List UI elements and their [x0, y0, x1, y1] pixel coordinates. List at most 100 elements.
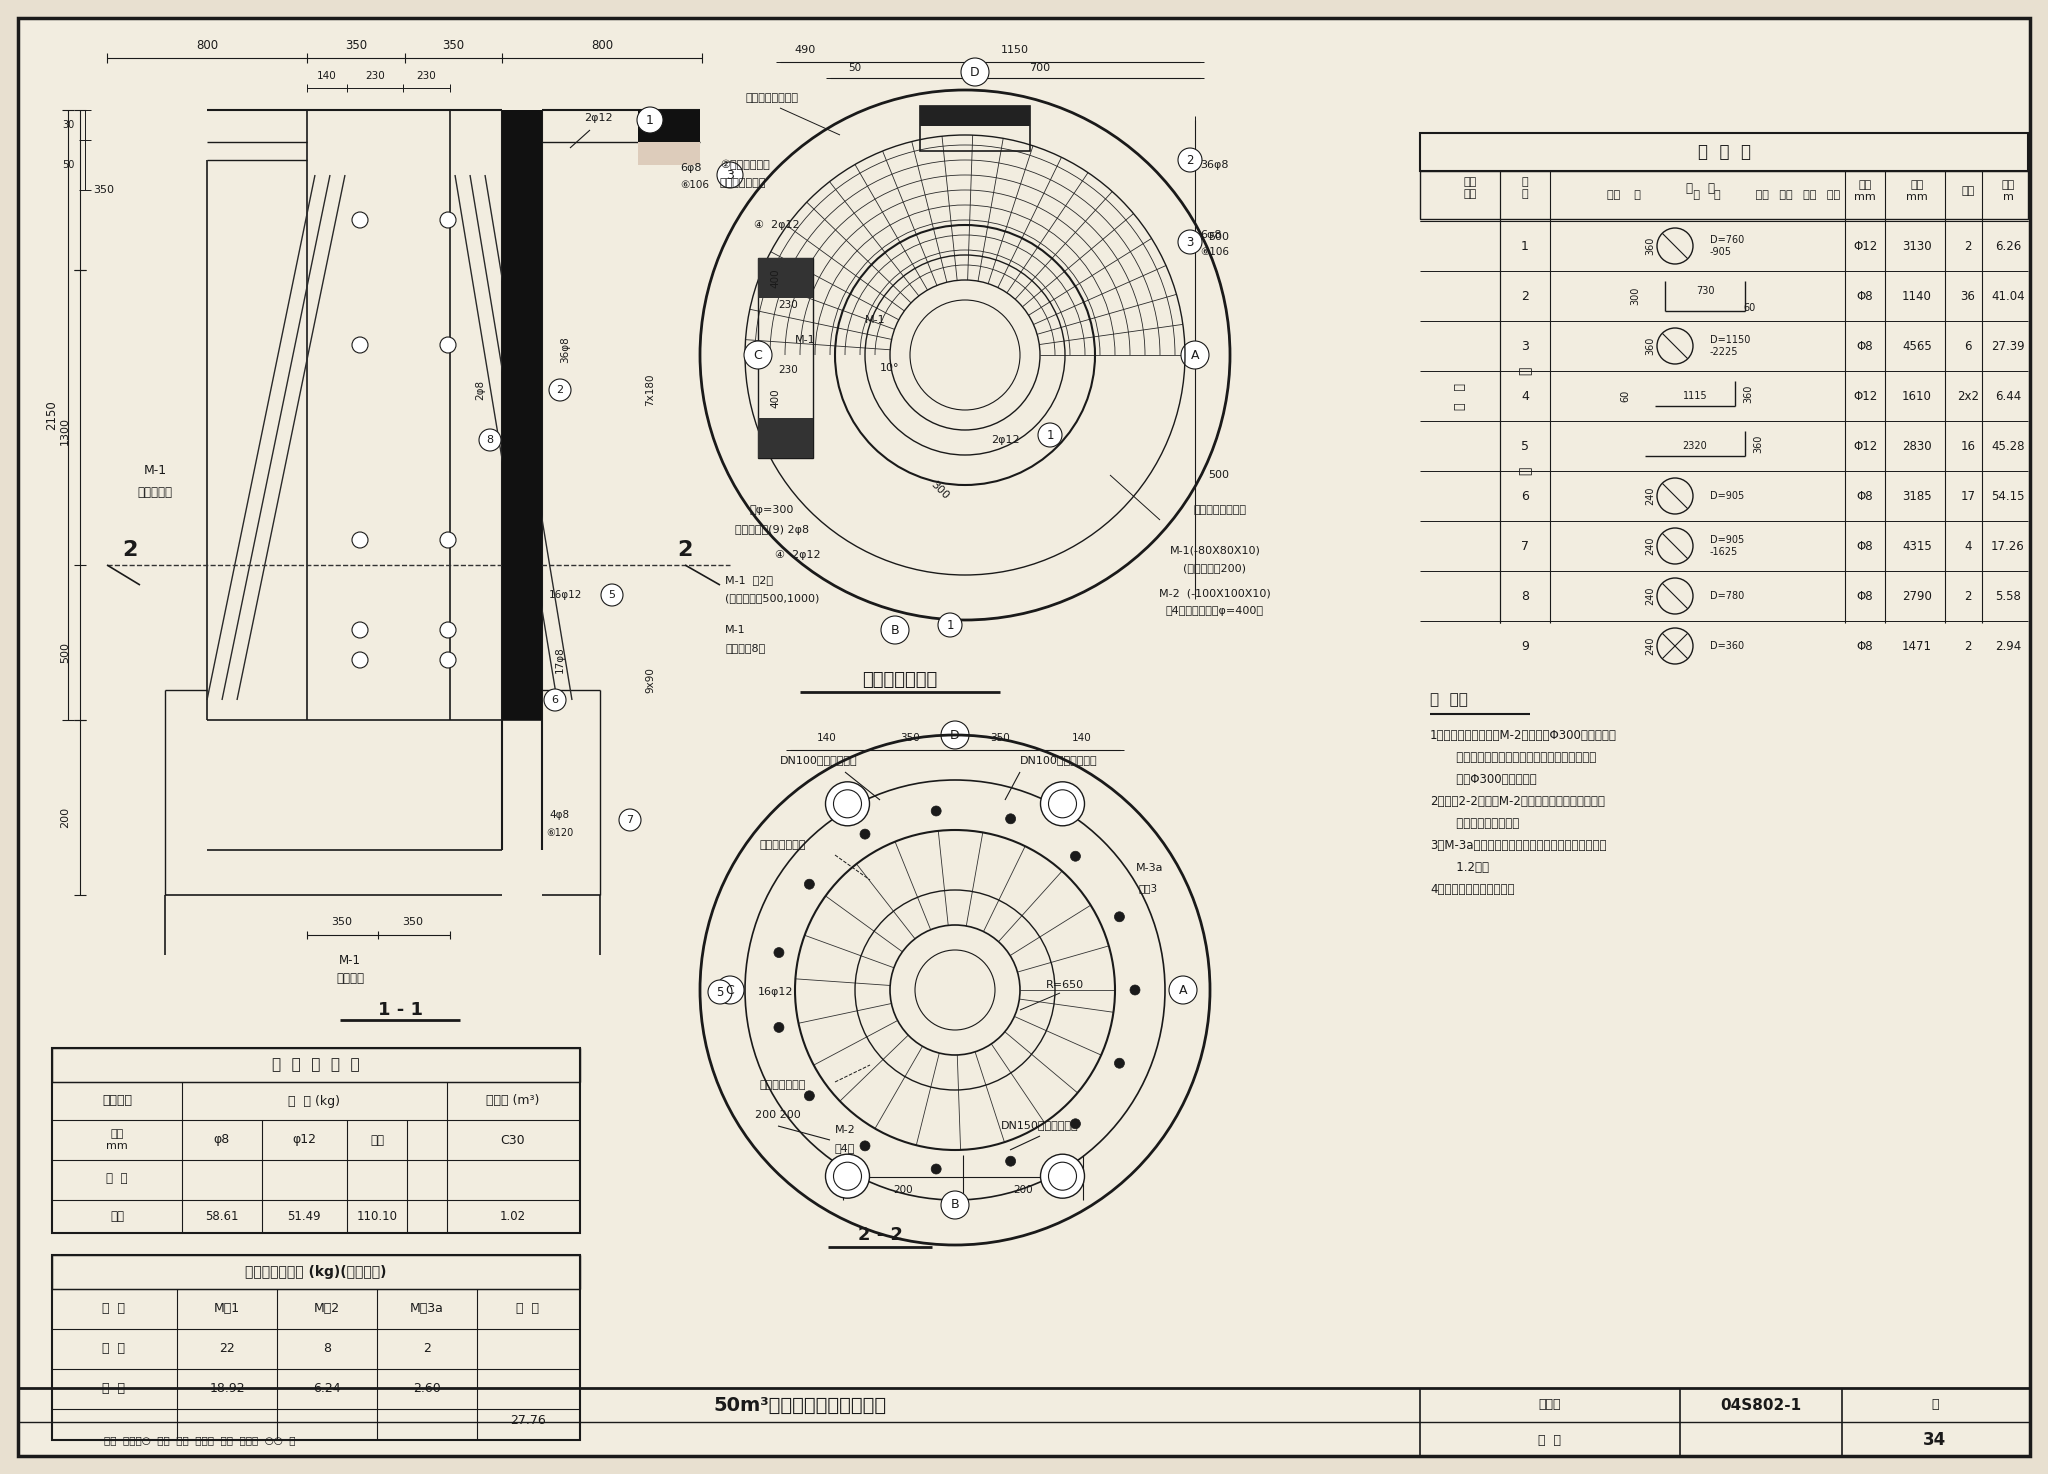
Text: 500: 500 — [1208, 231, 1229, 242]
Text: 合计: 合计 — [371, 1134, 385, 1147]
Text: D=760
-905: D=760 -905 — [1710, 236, 1745, 256]
Text: 编  号: 编 号 — [102, 1303, 125, 1315]
Circle shape — [1040, 1154, 1085, 1198]
Text: 51.49: 51.49 — [287, 1210, 322, 1222]
Text: 内外面埋设: 内外面埋设 — [137, 485, 172, 498]
Text: M-1: M-1 — [143, 463, 166, 476]
Text: 简    图: 简 图 — [1686, 181, 1714, 195]
Text: 合  计: 合 计 — [516, 1303, 539, 1315]
Text: 1: 1 — [645, 113, 653, 127]
Bar — [639, 111, 700, 165]
Circle shape — [774, 1023, 784, 1032]
Text: ④  2φ12: ④ 2φ12 — [754, 220, 799, 230]
Text: A: A — [1180, 983, 1188, 996]
Text: 3185: 3185 — [1903, 489, 1931, 503]
Text: 490: 490 — [795, 46, 815, 55]
Text: 2: 2 — [1964, 590, 1972, 603]
Bar — [502, 161, 543, 719]
Text: 2: 2 — [424, 1343, 430, 1356]
Text: Φ8: Φ8 — [1858, 640, 1874, 653]
Text: 构件
名称: 构件 名称 — [1464, 177, 1477, 199]
Circle shape — [1178, 147, 1202, 172]
Circle shape — [1071, 850, 1081, 861]
Text: 240: 240 — [1645, 637, 1655, 656]
Text: 36φ8: 36φ8 — [1200, 161, 1229, 170]
Text: 9: 9 — [1522, 640, 1530, 653]
Text: 3: 3 — [1522, 339, 1530, 352]
Text: 5: 5 — [1522, 439, 1530, 453]
Text: 6.24: 6.24 — [313, 1383, 340, 1396]
Text: 350: 350 — [92, 186, 115, 195]
Circle shape — [805, 1091, 815, 1101]
Text: 7: 7 — [1522, 539, 1530, 553]
Text: 4: 4 — [1522, 389, 1530, 402]
Text: ⑥120: ⑥120 — [547, 828, 573, 839]
Circle shape — [545, 688, 565, 710]
Text: 直径
mm: 直径 mm — [1853, 180, 1876, 202]
Text: 构件名称: 构件名称 — [102, 1095, 131, 1107]
Text: 60: 60 — [1620, 391, 1630, 402]
Text: 17.26: 17.26 — [1991, 539, 2025, 553]
Text: 弯曲锚入人井内: 弯曲锚入人井内 — [721, 178, 766, 189]
Text: D=360: D=360 — [1710, 641, 1745, 652]
Circle shape — [1006, 1156, 1016, 1166]
Circle shape — [709, 980, 731, 1004]
Text: 2: 2 — [1964, 239, 1972, 252]
Text: M－3a: M－3a — [410, 1303, 444, 1315]
Text: D=1150
-2225: D=1150 -2225 — [1710, 335, 1751, 357]
Circle shape — [352, 622, 369, 638]
Text: 1140: 1140 — [1903, 289, 1931, 302]
Circle shape — [805, 879, 815, 889]
Text: (分别距板底500,1000): (分别距板底500,1000) — [725, 593, 819, 603]
Text: 4．锂筋逢孔洞自行切断。: 4．锂筋逢孔洞自行切断。 — [1430, 883, 1516, 896]
Text: 360: 360 — [1753, 435, 1763, 453]
Bar — [1419, 133, 2028, 171]
Text: 30: 30 — [63, 119, 76, 130]
Text: 2150: 2150 — [45, 399, 59, 430]
Text: 8: 8 — [1522, 590, 1530, 603]
Text: 人  井: 人 井 — [106, 1172, 127, 1185]
Text: 沿周边共8个: 沿周边共8个 — [725, 643, 766, 653]
Text: 5: 5 — [608, 590, 616, 600]
Text: 5: 5 — [717, 986, 723, 998]
Text: 10°: 10° — [881, 363, 899, 373]
Text: 8: 8 — [324, 1343, 332, 1356]
Text: 6: 6 — [551, 696, 559, 705]
Text: 3130: 3130 — [1903, 239, 1931, 252]
Text: D=780: D=780 — [1710, 591, 1745, 601]
Text: 1.02: 1.02 — [500, 1210, 526, 1222]
Text: 2: 2 — [1522, 289, 1530, 302]
Circle shape — [1178, 230, 1202, 254]
Text: 200 200: 200 200 — [756, 1110, 801, 1120]
Text: 2．剪面2-2图中的M-2预埋件应埋在水笱底部支顶: 2．剪面2-2图中的M-2预埋件应埋在水笱底部支顶 — [1430, 794, 1606, 808]
Text: 共4个（中心距离φ=400）: 共4个（中心距离φ=400） — [1165, 606, 1264, 616]
Circle shape — [1114, 912, 1124, 921]
Text: 34: 34 — [1923, 1431, 1948, 1449]
Text: Φ12: Φ12 — [1853, 389, 1878, 402]
Text: 混凝土 (m³): 混凝土 (m³) — [485, 1095, 541, 1107]
Text: 3: 3 — [1186, 236, 1194, 249]
Text: 位信号设施用的，当采用其他方案时，此预埋: 位信号设施用的，当采用其他方案时，此预埋 — [1446, 750, 1595, 764]
Circle shape — [860, 828, 870, 839]
Text: 2: 2 — [557, 385, 563, 395]
Text: ②号筋在洞口边: ②号筋在洞口边 — [721, 159, 770, 170]
Text: 700: 700 — [1030, 63, 1051, 74]
Text: 4565: 4565 — [1903, 339, 1931, 352]
Text: 360: 360 — [1645, 237, 1655, 255]
Text: 人井模板配筋图: 人井模板配筋图 — [862, 671, 938, 688]
Circle shape — [440, 532, 457, 548]
Text: 800: 800 — [592, 38, 612, 52]
Text: 钢  筋 (kg): 钢 筋 (kg) — [289, 1095, 340, 1107]
Circle shape — [1049, 790, 1077, 818]
Text: 730: 730 — [1696, 286, 1714, 296]
Circle shape — [549, 379, 571, 401]
Text: 1: 1 — [1522, 239, 1530, 252]
Text: 4: 4 — [1964, 539, 1972, 553]
Text: 230: 230 — [365, 71, 385, 81]
Text: D=905
-1625: D=905 -1625 — [1710, 535, 1745, 557]
Text: 350: 350 — [442, 38, 465, 52]
Text: ⑥106: ⑥106 — [1200, 248, 1229, 256]
Text: 6φ8: 6φ8 — [1200, 230, 1221, 240]
Text: 350: 350 — [989, 733, 1010, 743]
Text: 编
号: 编 号 — [1522, 177, 1528, 199]
